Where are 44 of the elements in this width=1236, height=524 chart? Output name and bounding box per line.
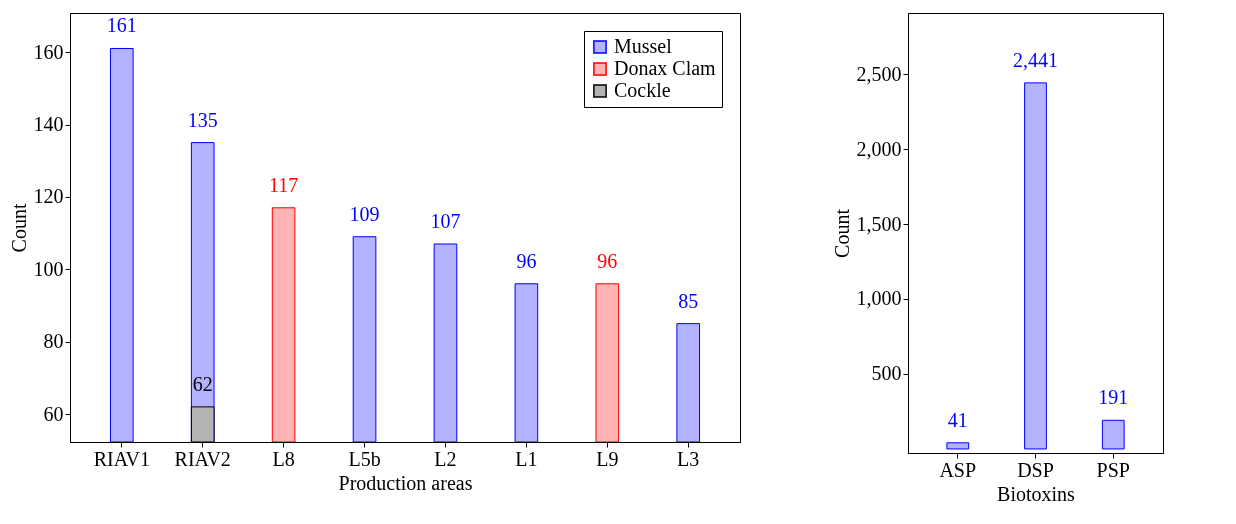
x-axis-title: Biotoxins (997, 482, 1076, 505)
bar (1024, 82, 1047, 450)
x-tick-label: L3 (677, 447, 700, 470)
legend-label: Cockle (614, 79, 671, 101)
x-tick-label: RIAV1 (93, 447, 150, 470)
y-tick-label: 80 (43, 330, 64, 353)
y-tick-label: 1,000 (856, 287, 902, 310)
x-tick-label: ASP (939, 458, 977, 481)
y-tick-label: 1,500 (856, 212, 902, 235)
x-tick-label: PSP (1096, 458, 1130, 481)
y-tick-label: 2,000 (856, 137, 902, 160)
x-tick-label: DSP (1017, 458, 1054, 481)
bar (946, 442, 970, 450)
y-tick-label: 2,500 (856, 62, 902, 85)
x-tick-label: L2 (434, 447, 457, 470)
y-tick-label: 60 (43, 402, 64, 425)
x-tick-label: RIAV2 (174, 447, 231, 470)
y-tick-label: 500 (871, 362, 902, 385)
x-axis-title: Production areas (338, 471, 473, 494)
data-label: 2,441 (1013, 48, 1058, 71)
legend-label: Donax Clam (614, 57, 717, 79)
y-tick-label: 160 (33, 40, 64, 63)
y-axis-title: Count (830, 208, 853, 258)
data-label: 96 (597, 249, 618, 272)
data-label: 62 (192, 372, 213, 395)
y-tick-label: 140 (33, 113, 64, 135)
bar (1101, 419, 1125, 450)
data-label: 96 (516, 249, 537, 272)
data-label: 161 (106, 14, 137, 37)
x-tick-label: L8 (272, 447, 295, 470)
legend-label: Mussel (614, 35, 673, 57)
x-tick-label: L1 (515, 447, 538, 470)
y-tick-label: 100 (33, 257, 64, 280)
x-tick-label: L9 (596, 447, 619, 470)
data-label: 135 (187, 108, 218, 131)
data-label: 191 (1098, 386, 1129, 409)
y-tick-label: 120 (33, 185, 64, 208)
x-tick-label: L5b (348, 447, 381, 470)
data-label: 41 (947, 408, 968, 431)
data-label: 109 (349, 202, 380, 225)
y-axis-title: Count (7, 203, 30, 253)
data-label: 85 (678, 289, 699, 312)
data-label: 117 (268, 173, 299, 196)
data-label: 107 (430, 209, 461, 232)
